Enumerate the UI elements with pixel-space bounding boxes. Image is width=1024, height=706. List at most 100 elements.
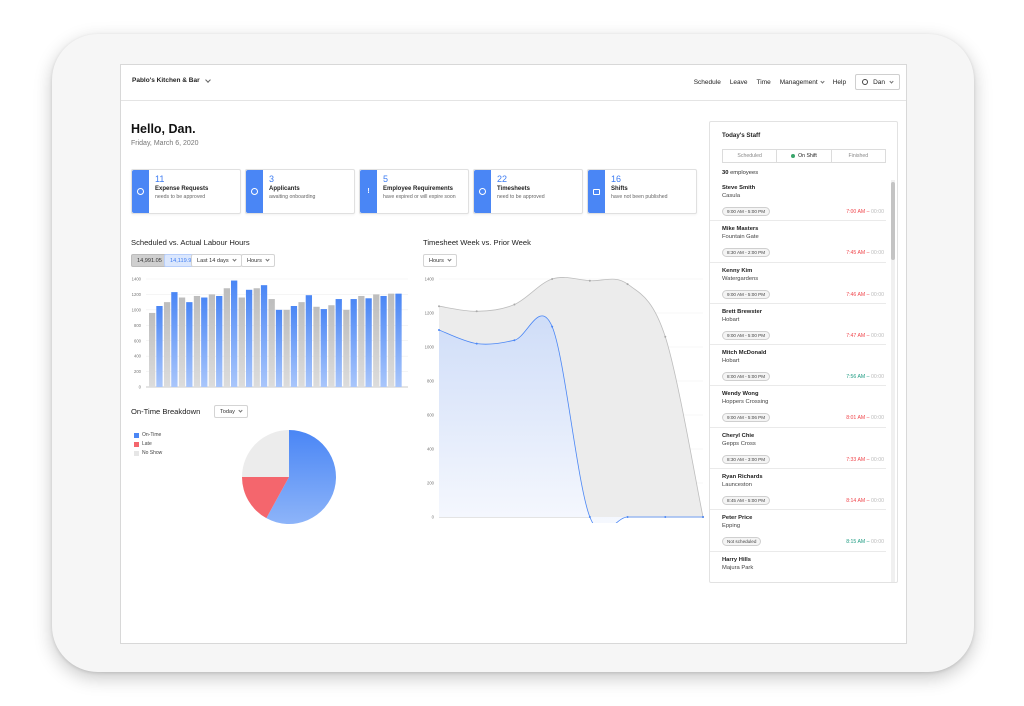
card-title: Applicants: [269, 186, 300, 192]
ontime-pie-chart: [242, 430, 336, 524]
nav-management[interactable]: Management: [779, 78, 825, 86]
bar-actual: [305, 295, 313, 387]
card-timesheets[interactable]: 22 Timesheets need to be approved: [473, 169, 583, 214]
bar-actual: [231, 280, 238, 387]
y-tick-label: 200: [134, 369, 142, 374]
scrollbar-thumb[interactable]: [891, 182, 895, 260]
business-name: Pablo's Kitchen & Bar: [132, 77, 200, 84]
shift-time-badge: 9:00 AM - 5:00 PM: [722, 289, 771, 299]
card-employee-requirements[interactable]: ! 5 Employee Requirements have expired o…: [359, 169, 469, 214]
timesheet-unit-select[interactable]: Hours: [423, 254, 457, 267]
staff-row[interactable]: Kenny Kim Watergardens 9:00 AM - 5:00 PM 7:…: [710, 263, 886, 304]
staff-location: Launceston: [722, 482, 752, 489]
bar-actual: [275, 309, 283, 387]
clock-in-time: 7:47 AM – 00:00: [846, 332, 884, 339]
staff-row[interactable]: Wendy Wong Hoppers Crossing 9:00 AM - 5:06…: [710, 386, 886, 428]
employee-count-number: 30: [722, 170, 729, 176]
nav-schedule[interactable]: Schedule: [693, 78, 721, 86]
bar-actual: [380, 295, 387, 387]
prior-week-point: [664, 335, 667, 338]
tab-finished[interactable]: Finished: [848, 153, 869, 159]
bar-scheduled: [193, 295, 201, 387]
labour-unit-value: Hours: [247, 257, 262, 264]
card-shifts[interactable]: 16 Shifts have not been published: [587, 169, 697, 214]
legend-item-late: Late: [134, 441, 162, 447]
staff-row[interactable]: Mitch McDonald Hobart 8:00 AM - 5:00 PM 7:5…: [710, 345, 886, 387]
staff-row[interactable]: Harry Hills Majura Park: [710, 552, 886, 582]
bar-scheduled: [298, 302, 305, 387]
bar-actual: [365, 298, 372, 387]
clock-icon: [474, 170, 491, 213]
calendar-icon: [588, 170, 605, 213]
clock-in-time: 7:00 AM – 00:00: [846, 209, 884, 215]
current-week-point: [513, 339, 516, 342]
tab-on-shift[interactable]: On Shift: [777, 150, 832, 162]
prior-week-point: [475, 310, 478, 313]
nav-time[interactable]: Time: [756, 78, 771, 86]
staff-name: Mike Masters: [722, 226, 759, 233]
pie-slice-late: [242, 477, 289, 519]
bar-actual: [245, 289, 253, 387]
stat-cards: 11 Expense Requests needs to be approved…: [131, 169, 697, 214]
range-filter-select[interactable]: Last 14 days: [191, 254, 242, 267]
staff-name: Brett Brewster: [722, 308, 762, 315]
nav-leave[interactable]: Leave: [729, 78, 748, 86]
clock-in-time: 7:56 AM – 00:00: [846, 374, 884, 381]
prior-week-point: [551, 278, 554, 280]
y-tick-label: 800: [134, 323, 142, 328]
y-tick-label: 0: [432, 515, 435, 520]
staff-row[interactable]: Mike Masters Fountain Gate 8:30 AM - 2:00 …: [710, 221, 886, 263]
card-subtitle: need to be approved: [497, 194, 545, 200]
ontime-filter-select[interactable]: Today: [214, 405, 248, 418]
ontime-legend: On-Time Late No Show: [134, 432, 162, 459]
employee-count-label: employees: [730, 170, 759, 176]
nav-help[interactable]: Help: [832, 78, 847, 86]
top-navigation: Pablo's Kitchen & Bar Schedule Leave Tim…: [121, 65, 906, 101]
staff-location: Hobart: [722, 316, 740, 323]
staff-location: Gepps Cross: [722, 440, 756, 447]
card-number: 16: [611, 174, 622, 184]
staff-row[interactable]: Cheryl Chie Gepps Cross 8:30 AM - 3:00 PM 7…: [710, 428, 886, 470]
ontime-title: On-Time Breakdown: [131, 407, 201, 416]
bar-scheduled: [253, 288, 260, 387]
chevron-down-icon: [889, 78, 894, 84]
current-week-line: [438, 315, 703, 523]
business-selector[interactable]: Pablo's Kitchen & Bar: [132, 76, 211, 84]
tab-scheduled[interactable]: Scheduled: [723, 150, 778, 162]
shift-time-badge: 9:00 AM - 5:00 PM: [722, 330, 771, 340]
chevron-down-icon: [265, 257, 270, 262]
app-screen: Pablo's Kitchen & Bar Schedule Leave Tim…: [120, 64, 907, 644]
bar-actual: [156, 306, 163, 387]
labour-unit-select[interactable]: Hours: [241, 254, 275, 267]
current-week-point: [551, 325, 554, 328]
staff-name: Cheryl Chie: [722, 432, 755, 439]
labour-chart-title: Scheduled vs. Actual Labour Hours: [131, 238, 250, 247]
card-title: Employee Requirements: [383, 186, 454, 192]
user-menu-button[interactable]: Dan: [855, 74, 900, 90]
staff-name: Wendy Wong: [722, 391, 759, 398]
clock-in-time: 7:46 AM – 00:00: [846, 291, 884, 298]
staff-list-scrollbar[interactable]: [891, 180, 895, 582]
staff-location: Hobart: [722, 358, 740, 365]
clock-in-time: 7:33 AM – 00:00: [846, 456, 884, 463]
chevron-down-icon: [447, 257, 452, 262]
labour-bar-chart: 0 200 400 600 800 1000 1200 1400: [132, 277, 408, 390]
staff-row[interactable]: Steve Smith Casula 9:00 AM - 5:00 PM 7:00 A…: [710, 180, 886, 222]
staff-row[interactable]: Peter Price Epping Not scheduled 8:15 AM – …: [710, 510, 886, 552]
card-number: 11: [155, 174, 165, 184]
card-subtitle: awaiting onboarding: [269, 194, 316, 200]
card-applicants[interactable]: 3 Applicants awaiting onboarding: [245, 169, 355, 214]
staff-location: Majura Park: [722, 564, 754, 571]
card-expense-requests[interactable]: 11 Expense Requests needs to be approved: [131, 169, 241, 214]
staff-row[interactable]: Ryan Richards Launceston 8:45 AM - 5:00 PM…: [710, 469, 886, 511]
pie-slice-on-time: [266, 430, 336, 524]
bar-scheduled: [268, 299, 275, 387]
staff-location: Casula: [722, 193, 741, 199]
bar-actual: [350, 299, 357, 387]
card-title: Expense Requests: [155, 186, 209, 192]
staff-row[interactable]: Brett Brewster Hobart 9:00 AM - 5:00 PM 7:4…: [710, 304, 886, 346]
y-tick-label: 1400: [425, 277, 435, 282]
nav-management-label: Management: [779, 78, 818, 86]
main-nav: Schedule Leave Time Management Help Dan: [694, 74, 900, 90]
staff-name: Mitch McDonald: [722, 350, 767, 357]
